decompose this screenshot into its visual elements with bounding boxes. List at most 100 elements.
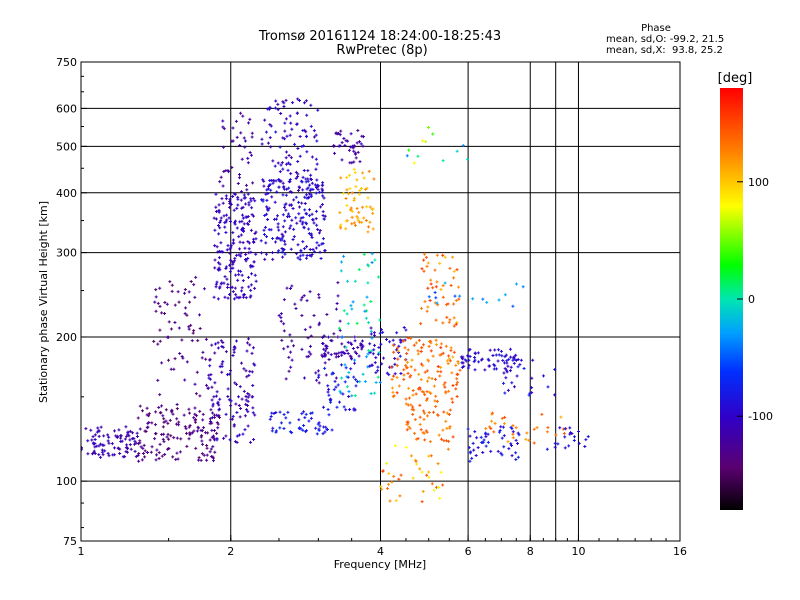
data-point — [194, 446, 198, 450]
data-point — [290, 339, 294, 343]
data-point — [443, 255, 447, 259]
data-point — [245, 188, 249, 192]
data-point — [351, 347, 355, 351]
data-point — [445, 315, 449, 319]
data-point — [307, 419, 311, 423]
data-point — [228, 369, 232, 373]
data-point — [242, 229, 246, 233]
data-point — [455, 394, 459, 398]
data-point — [301, 175, 305, 179]
data-point — [266, 207, 270, 211]
data-point — [371, 352, 375, 356]
data-point — [410, 407, 414, 411]
data-point — [491, 354, 495, 358]
data-point — [208, 357, 212, 361]
data-point — [361, 144, 365, 148]
data-point — [271, 257, 275, 261]
data-point — [424, 398, 428, 402]
data-point — [436, 303, 440, 307]
data-point — [441, 284, 445, 288]
data-point — [164, 408, 168, 412]
data-point — [452, 316, 456, 320]
data-point — [307, 195, 311, 199]
data-point — [521, 285, 525, 289]
data-point — [447, 354, 451, 358]
data-point — [234, 382, 238, 386]
data-point — [386, 486, 390, 490]
data-point — [310, 155, 314, 159]
data-point — [163, 312, 167, 316]
data-point — [323, 349, 327, 353]
chart-subtitle: RwPretec (8p) — [336, 43, 427, 58]
data-point — [213, 450, 217, 454]
data-point — [300, 144, 304, 148]
data-point — [502, 445, 506, 449]
data-point — [246, 192, 250, 196]
data-point — [286, 161, 290, 165]
data-point — [418, 415, 422, 419]
data-point — [244, 259, 248, 263]
data-point — [319, 205, 323, 209]
data-point — [251, 196, 255, 200]
data-point — [223, 275, 227, 279]
data-point — [353, 361, 357, 365]
data-point — [274, 130, 278, 134]
x-tick-label: 2 — [227, 545, 234, 558]
data-point — [583, 444, 587, 448]
data-point — [202, 287, 206, 291]
data-point — [454, 322, 458, 326]
data-point — [404, 363, 408, 367]
data-point — [175, 402, 179, 406]
data-point — [243, 139, 247, 143]
data-point — [187, 425, 191, 429]
data-point — [137, 452, 141, 456]
data-point — [303, 201, 307, 205]
data-point — [266, 191, 270, 195]
data-point — [288, 421, 292, 425]
data-point — [296, 159, 300, 163]
data-point — [524, 437, 528, 441]
data-point — [259, 239, 263, 243]
data-point — [315, 378, 319, 382]
data-point — [354, 185, 358, 189]
data-point — [223, 295, 227, 299]
data-point — [106, 439, 110, 443]
data-point — [233, 381, 237, 385]
data-point — [339, 363, 343, 367]
data-point — [262, 228, 266, 232]
data-point — [200, 452, 204, 456]
data-point — [531, 358, 535, 362]
data-point — [133, 439, 137, 443]
data-point — [228, 201, 232, 205]
data-point — [467, 446, 471, 450]
data-point — [99, 425, 103, 429]
data-point — [456, 372, 460, 376]
data-point — [277, 314, 281, 318]
data-point — [292, 344, 296, 348]
data-point — [371, 207, 375, 211]
data-point — [160, 432, 164, 436]
data-point — [177, 423, 181, 427]
data-point — [239, 269, 243, 273]
data-point — [372, 333, 376, 337]
data-point — [404, 397, 408, 401]
data-point — [396, 349, 400, 353]
data-point — [473, 358, 477, 362]
data-point — [158, 442, 162, 446]
data-point — [211, 411, 215, 415]
data-point — [315, 223, 319, 227]
data-point — [422, 269, 426, 273]
data-point — [284, 416, 288, 420]
data-point — [275, 214, 279, 218]
data-point — [416, 154, 420, 158]
data-point — [525, 431, 529, 435]
data-point — [193, 420, 197, 424]
data-point — [288, 430, 292, 434]
data-point — [288, 162, 292, 166]
data-point — [443, 381, 447, 385]
data-point — [322, 196, 326, 200]
data-point — [354, 378, 358, 382]
data-point — [247, 285, 251, 289]
data-point — [235, 339, 239, 343]
data-point — [355, 214, 359, 218]
